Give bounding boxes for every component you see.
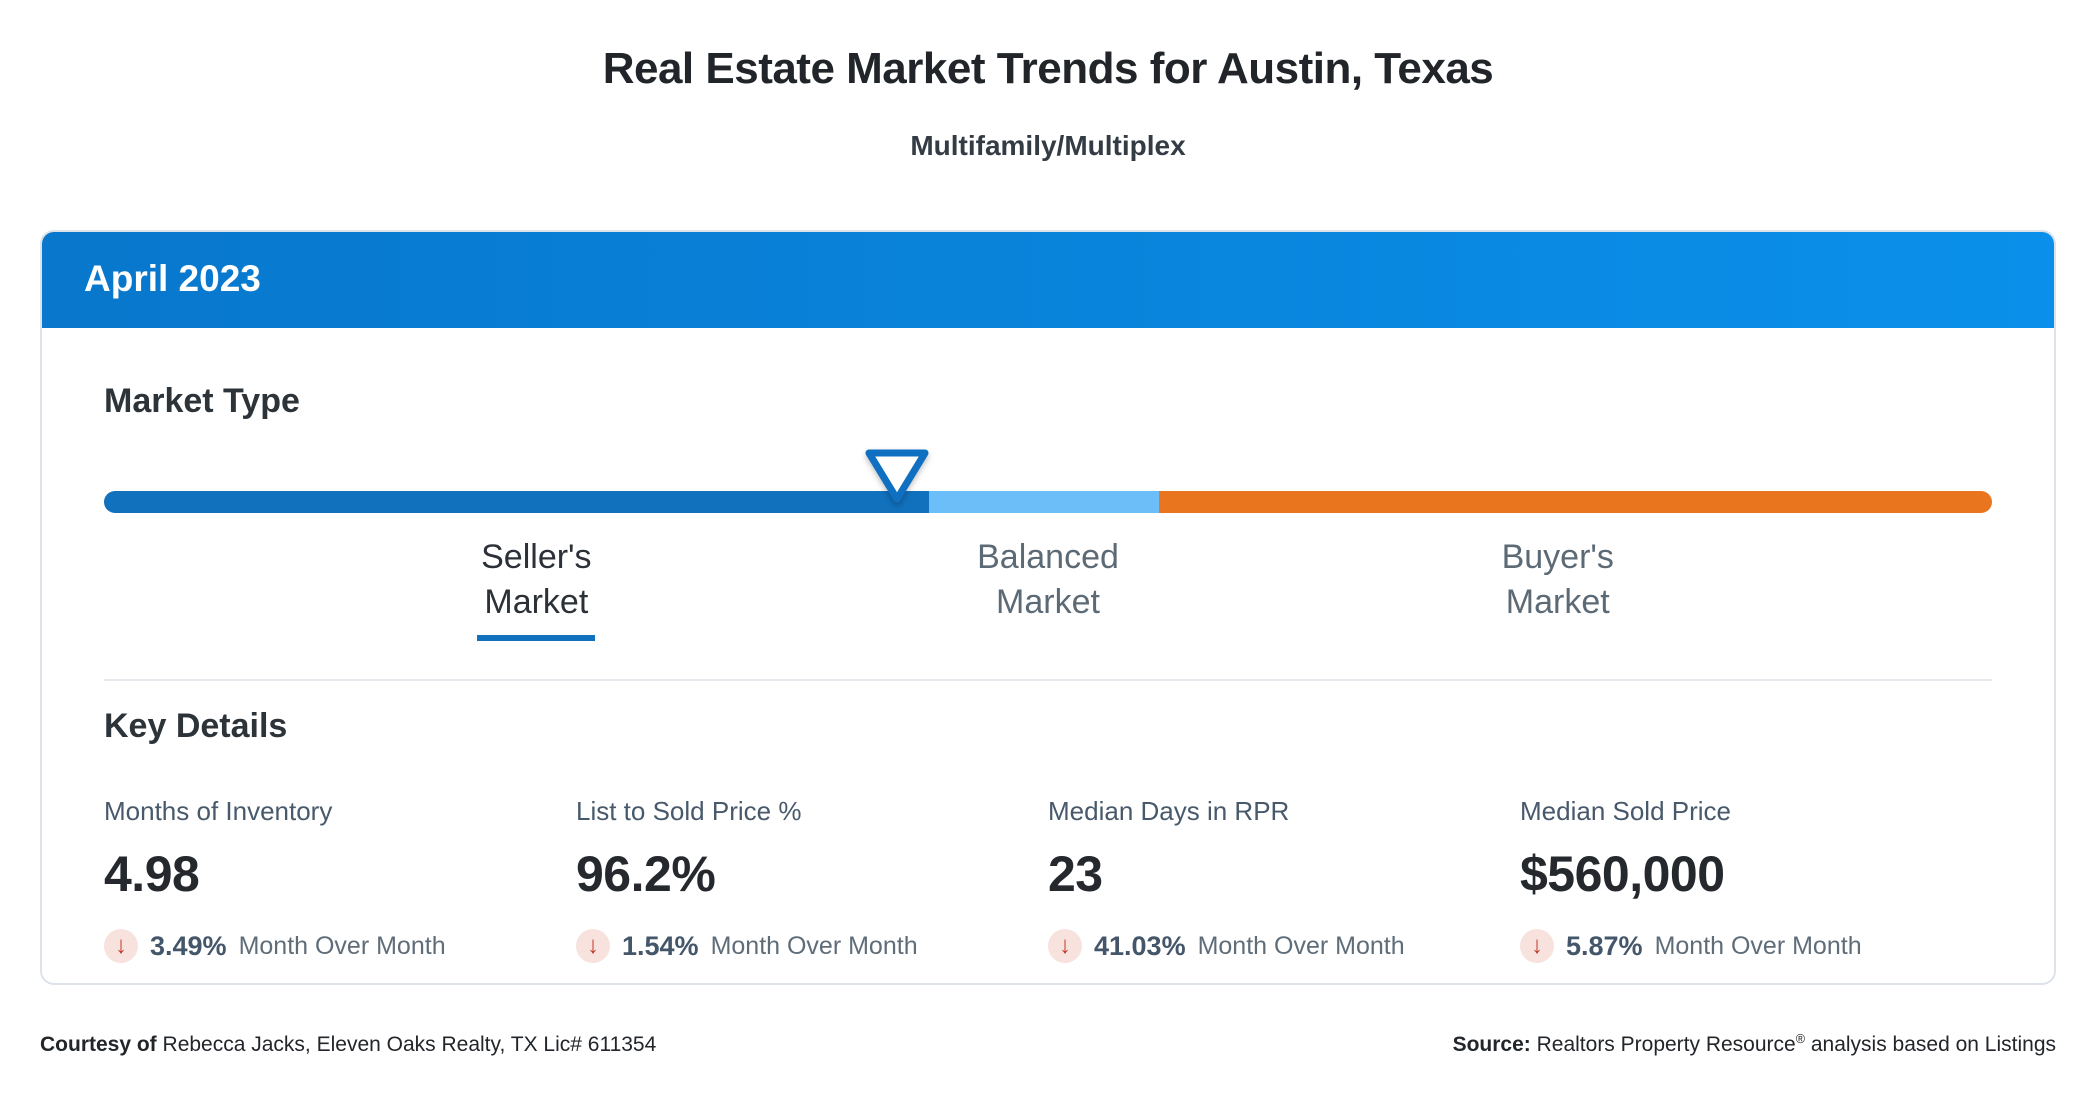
- market-label-balanced: Balanced Market: [977, 535, 1119, 625]
- metric-value: 23: [1048, 846, 1103, 902]
- card-body: Market Type Seller's Market Balanced Mar…: [42, 382, 2054, 963]
- courtesy-text: Rebecca Jacks, Eleven Oaks Realty, TX Li…: [162, 1033, 657, 1056]
- down-arrow-icon: ↓: [1048, 929, 1082, 963]
- market-label-line1: Balanced: [977, 538, 1119, 576]
- market-type-heading: Market Type: [104, 382, 300, 420]
- courtesy-label: Courtesy of: [40, 1033, 157, 1056]
- metric-label: List to Sold Price %: [576, 796, 802, 826]
- footer-courtesy: Courtesy of Rebecca Jacks, Eleven Oaks R…: [40, 1033, 656, 1057]
- key-details-heading: Key Details: [104, 707, 288, 745]
- market-label-line1: Buyer's: [1501, 538, 1614, 576]
- metric-change: ↓ 41.03% Month Over Month: [1048, 929, 1520, 963]
- gauge-bar: [104, 491, 1992, 513]
- market-marker-icon: [865, 449, 929, 503]
- metric-list-to-sold-price: List to Sold Price % 96.2% ↓ 1.54% Month…: [576, 796, 1048, 963]
- down-arrow-icon: ↓: [104, 929, 138, 963]
- section-divider: [104, 679, 1992, 681]
- footer: Courtesy of Rebecca Jacks, Eleven Oaks R…: [40, 1032, 2056, 1057]
- metric-value: $560,000: [1520, 846, 1725, 902]
- source-rest: analysis based on Listings: [1810, 1033, 2056, 1056]
- metric-change: ↓ 5.87% Month Over Month: [1520, 929, 1992, 963]
- market-labels: Seller's Market Balanced Market Buyer's …: [104, 535, 1992, 675]
- page-title: Real Estate Market Trends for Austin, Te…: [602, 44, 1494, 93]
- change-note: Month Over Month: [238, 931, 446, 960]
- gauge-segment-sellers: [104, 491, 930, 513]
- gauge-segment-buyers: [1159, 491, 1992, 513]
- page-subtitle: Multifamily/Multiplex: [910, 130, 1186, 161]
- market-label-line2: Market: [1505, 582, 1610, 621]
- metric-change: ↓ 3.49% Month Over Month: [104, 929, 576, 963]
- registered-mark: ®: [1795, 1032, 1805, 1046]
- footer-source: Source: Realtors Property Resource® anal…: [1453, 1032, 2056, 1057]
- market-type-gauge: [104, 447, 1992, 513]
- metric-value: 96.2%: [576, 846, 716, 902]
- change-percent: 5.87%: [1566, 930, 1643, 961]
- metric-label: Median Sold Price: [1520, 796, 1731, 826]
- metric-change: ↓ 1.54% Month Over Month: [576, 929, 1048, 963]
- source-label: Source:: [1452, 1033, 1531, 1056]
- metric-value: 4.98: [104, 846, 200, 902]
- card-header: April 2023: [42, 232, 2054, 328]
- market-label-line2: Market: [484, 582, 589, 621]
- change-percent: 41.03%: [1094, 930, 1186, 961]
- market-label-buyers: Buyer's Market: [1502, 535, 1614, 625]
- change-percent: 3.49%: [150, 930, 227, 961]
- source-name: Realtors Property Resource: [1536, 1033, 1796, 1056]
- metrics-row: Months of Inventory 4.98 ↓ 3.49% Month O…: [104, 796, 1992, 963]
- market-label-line2: Market: [996, 582, 1100, 621]
- market-label-sellers: Seller's Market: [477, 535, 596, 641]
- metric-label: Months of Inventory: [104, 796, 333, 826]
- metric-label: Median Days in RPR: [1048, 796, 1290, 826]
- change-note: Month Over Month: [1654, 931, 1862, 960]
- down-arrow-icon: ↓: [1520, 929, 1554, 963]
- market-label-line1: Seller's: [481, 538, 592, 576]
- metric-months-of-inventory: Months of Inventory 4.98 ↓ 3.49% Month O…: [104, 796, 576, 963]
- change-note: Month Over Month: [710, 931, 918, 960]
- metric-median-days-in-rpr: Median Days in RPR 23 ↓ 41.03% Month Ove…: [1048, 796, 1520, 963]
- active-market-underline: [477, 634, 596, 641]
- down-arrow-icon: ↓: [576, 929, 610, 963]
- metric-median-sold-price: Median Sold Price $560,000 ↓ 5.87% Month…: [1520, 796, 1992, 963]
- gauge-segment-balanced: [929, 491, 1160, 513]
- period-label: April 2023: [84, 258, 261, 299]
- change-percent: 1.54%: [622, 930, 699, 961]
- change-note: Month Over Month: [1197, 931, 1405, 960]
- market-trends-card: April 2023 Market Type Seller's Market B…: [40, 230, 2056, 985]
